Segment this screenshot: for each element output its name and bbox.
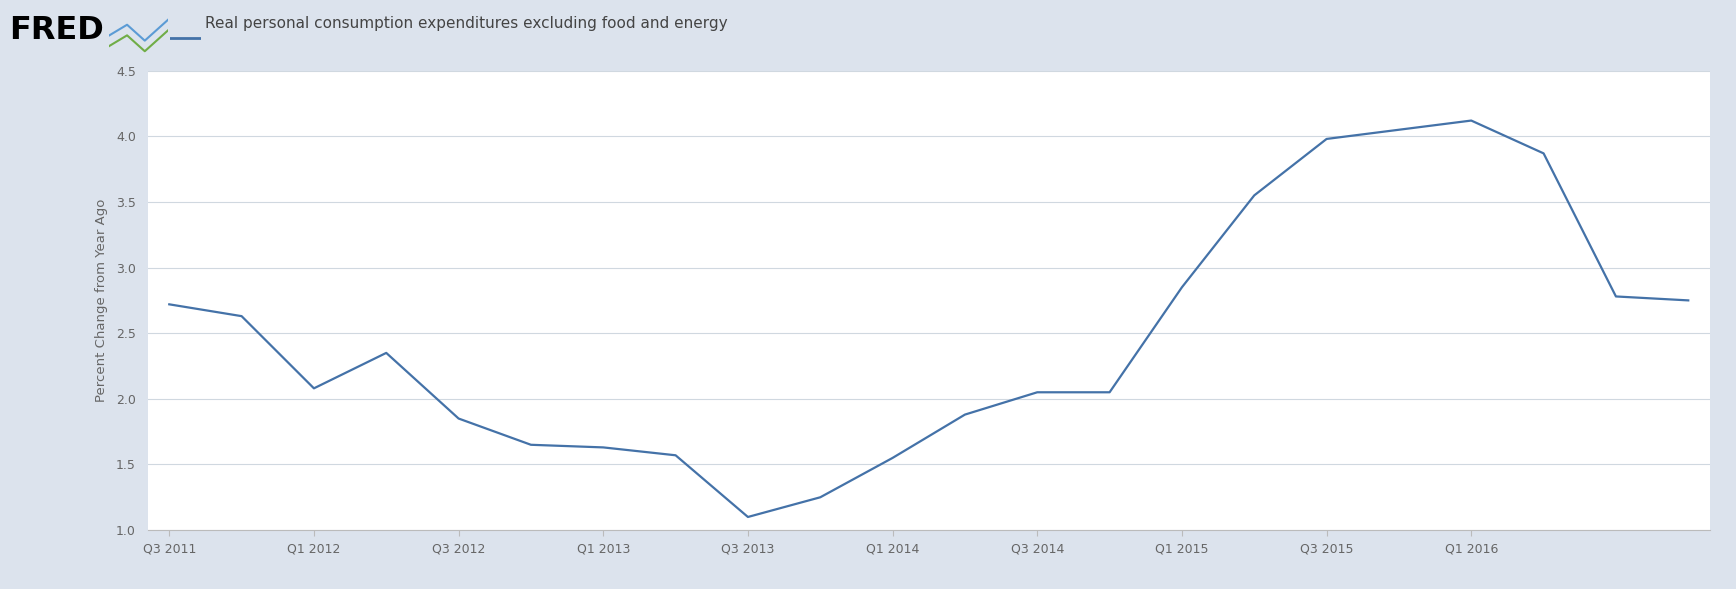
Text: FRED: FRED bbox=[9, 15, 104, 46]
Y-axis label: Percent Change from Year Ago: Percent Change from Year Ago bbox=[94, 198, 108, 402]
Text: Real personal consumption expenditures excluding food and energy: Real personal consumption expenditures e… bbox=[205, 16, 727, 31]
